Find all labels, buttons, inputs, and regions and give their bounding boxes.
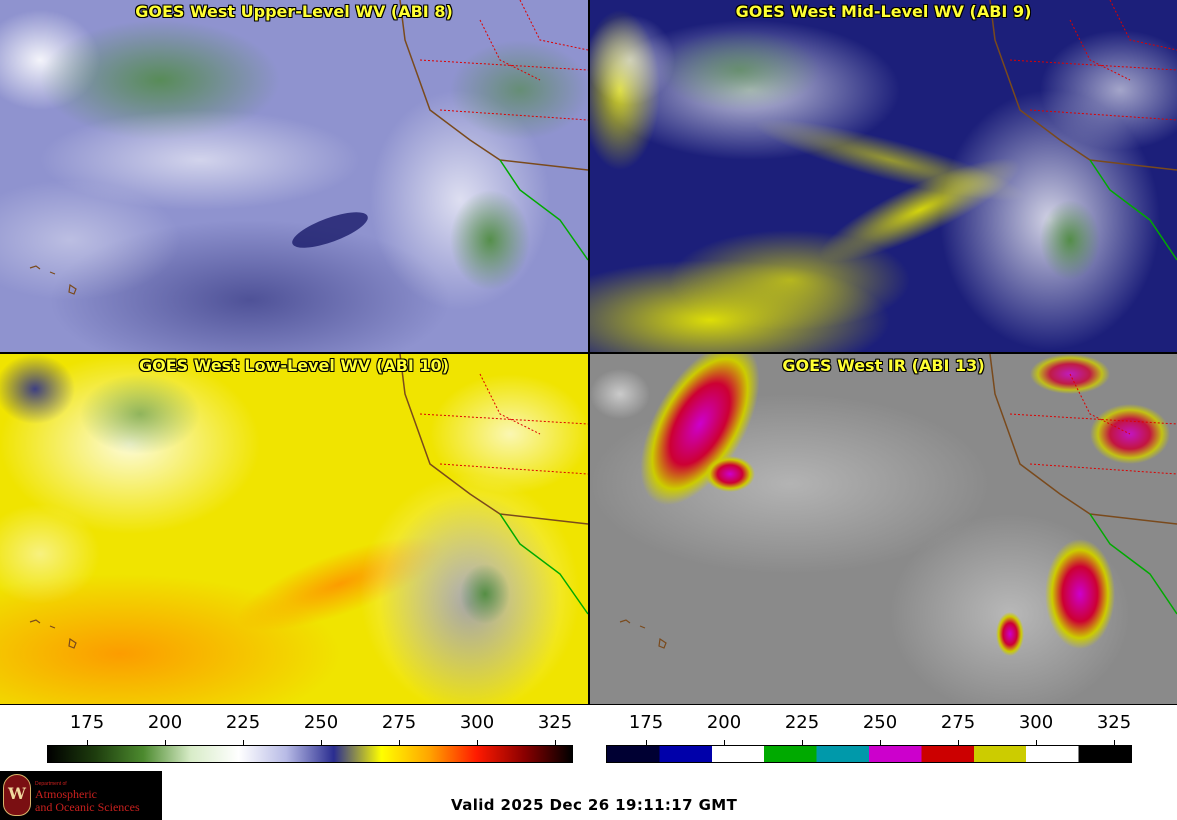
ir-tick-mark [1114, 740, 1115, 746]
ir-colorbar-gradient [606, 745, 1132, 763]
wv-tick-label: 250 [303, 712, 339, 733]
wv-tick-label: 200 [147, 712, 183, 733]
wv-tick-label: 175 [69, 712, 105, 733]
ir-tick-label: 300 [1018, 712, 1054, 733]
ir-colorbar: 175 200 225 250 275 300 325 [606, 712, 1132, 772]
wv-tick-mark [243, 740, 244, 746]
logo-line-1: Atmospheric [35, 787, 97, 801]
ir-tick-mark [880, 740, 881, 746]
upper-level-wv-title: GOES West Upper-Level WV (ABI 8) [135, 2, 453, 21]
logo-dept-label: Department of [35, 781, 67, 787]
ir-tick-label: 275 [940, 712, 976, 733]
wv-tick-mark [399, 740, 400, 746]
ir-panel: GOES West IR (ABI 13) [590, 354, 1177, 705]
wv-tick-mark [477, 740, 478, 746]
wv-colorbar: 175 200 225 250 275 300 325 [47, 712, 573, 772]
ir-tick-label: 250 [862, 712, 898, 733]
upper-level-wv-image [0, 0, 588, 352]
wv-tick-mark [165, 740, 166, 746]
ir-tick-mark [724, 740, 725, 746]
ir-tick-mark [646, 740, 647, 746]
ir-title: GOES West IR (ABI 13) [782, 356, 985, 375]
wv-tick-label: 225 [225, 712, 261, 733]
wv-tick-mark [87, 740, 88, 746]
horizontal-divider [0, 352, 1177, 354]
low-level-wv-image [0, 354, 588, 705]
ir-tick-mark [1036, 740, 1037, 746]
wv-tick-label: 275 [381, 712, 417, 733]
mid-level-wv-title: GOES West Mid-Level WV (ABI 9) [735, 2, 1032, 21]
university-seal-icon: W [3, 774, 31, 816]
mid-level-wv-panel: GOES West Mid-Level WV (ABI 9) [590, 0, 1177, 352]
aos-logo: W Department of Atmospheric and Oceanic … [0, 771, 162, 820]
ir-tick-mark [958, 740, 959, 746]
wv-tick-label: 300 [459, 712, 495, 733]
low-level-wv-panel: GOES West Low-Level WV (ABI 10) [0, 354, 588, 705]
wv-tick-mark [555, 740, 556, 746]
bottom-border [0, 704, 1177, 705]
logo-line-2: and Oceanic Sciences [35, 800, 140, 814]
low-level-wv-title: GOES West Low-Level WV (ABI 10) [138, 356, 449, 375]
ir-tick-label: 200 [706, 712, 742, 733]
valid-time: Valid 2025 Dec 26 19:11:17 GMT [451, 796, 738, 814]
wv-colorbar-gradient [47, 745, 573, 763]
wv-tick-label: 325 [537, 712, 573, 733]
ir-tick-label: 225 [784, 712, 820, 733]
mid-level-wv-image [590, 0, 1177, 352]
ir-tick-label: 325 [1096, 712, 1132, 733]
wv-tick-mark [321, 740, 322, 746]
ir-tick-label: 175 [628, 712, 664, 733]
ir-tick-mark [802, 740, 803, 746]
ir-image [590, 354, 1177, 705]
upper-level-wv-panel: GOES West Upper-Level WV (ABI 8) [0, 0, 588, 352]
